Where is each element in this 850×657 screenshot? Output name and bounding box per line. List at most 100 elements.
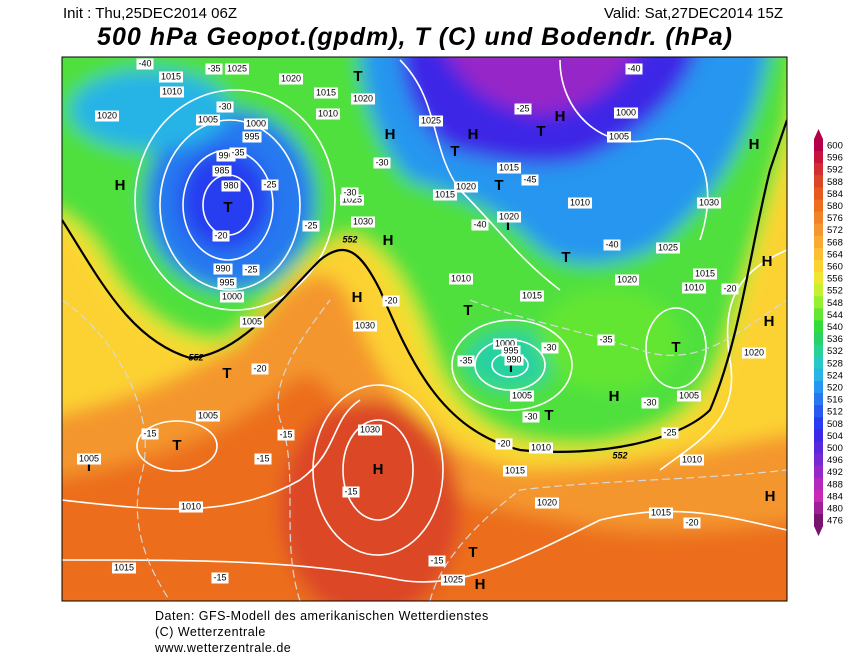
colorbar-swatch (814, 344, 823, 358)
isobar-label: 1020 (537, 497, 557, 507)
colorbar-tip-bottom (814, 526, 823, 537)
pressure-center: T (506, 359, 515, 376)
isobar-label-box (681, 282, 707, 294)
isobar-label: 990 (218, 150, 233, 160)
colorbar-swatch (814, 247, 823, 261)
isobar-label-box (655, 242, 681, 254)
temperature-label: -15 (256, 453, 269, 463)
colorbar-swatch (814, 151, 823, 164)
colorbar-swatch (814, 501, 823, 515)
isobar-label-box (350, 93, 376, 105)
isobar-label-box (239, 316, 265, 328)
temperature-label-box (521, 174, 539, 186)
isobar-label: 1020 (617, 274, 637, 284)
isobar-label: 1015 (651, 507, 671, 517)
isobar-label: 985 (214, 165, 229, 175)
isobar-label-box (212, 165, 232, 177)
colorbar-swatch (814, 429, 823, 442)
colorbar-swatch (814, 477, 823, 491)
isobar-label: 1030 (353, 216, 373, 226)
temperature-label-box (251, 363, 269, 375)
colorbar-swatch (814, 393, 823, 406)
temperature-label: -15 (279, 429, 292, 439)
isobar-label-box (243, 118, 269, 130)
temperature-label-box (229, 147, 247, 159)
map-title: 500 hPa Geopot.(gpdm), T (C) und Bodendr… (97, 23, 733, 51)
temperature-label-box (261, 179, 279, 191)
isobar-label: 1020 (353, 93, 373, 103)
isobar-label: 1010 (181, 501, 201, 511)
isobar-label: 1000 (495, 338, 515, 348)
temperature-label-box (302, 220, 320, 232)
isobar-label: 1005 (609, 131, 629, 141)
isobar-label: 1025 (342, 194, 362, 204)
isobar-label-box (528, 442, 554, 454)
colorbar-label: 536 (827, 334, 843, 345)
isobar-label: 1020 (744, 347, 764, 357)
isobar-label-box (178, 501, 204, 513)
isobar-label-box (448, 273, 474, 285)
colorbar-swatch (814, 332, 823, 346)
isobar-label: 1010 (684, 282, 704, 292)
temperature-label-box (683, 517, 701, 529)
height-label: 552 (612, 450, 627, 460)
colorbar-swatch (814, 489, 823, 503)
pressure-center: H (115, 177, 126, 194)
isobar-label: 1010 (451, 273, 471, 283)
pressure-center: T (468, 544, 477, 561)
isobar-label-box (648, 507, 674, 519)
temperature-label-box (373, 157, 391, 169)
temperature-label-box (457, 355, 475, 367)
colorbar-swatch (814, 405, 823, 418)
temperature-label: -40 (627, 63, 640, 73)
colorbar-swatch (814, 138, 823, 152)
temperature-label: -25 (244, 264, 257, 274)
isobar-label-box (350, 216, 376, 228)
pressure-center: T (84, 458, 93, 475)
isobar-label-box (567, 197, 593, 209)
colorbar-label: 596 (827, 153, 843, 164)
isobar-label-box (213, 263, 233, 275)
pressure-center: H (468, 126, 479, 143)
pressure-center: H (764, 313, 775, 330)
colorbar-label: 496 (827, 455, 843, 466)
pressure-center: H (373, 461, 384, 478)
isobar-label-box (158, 71, 184, 83)
temperature-label: -30 (643, 397, 656, 407)
isobar-label: 1025 (443, 574, 463, 584)
temperature-label-box (522, 411, 540, 423)
pressure-center: T (223, 199, 232, 216)
pressure-center: T (353, 68, 362, 85)
isotherms (62, 299, 787, 601)
colorbar-label: 508 (827, 419, 843, 430)
isobar-label: 1005 (198, 410, 218, 420)
isobar-label-box (339, 194, 365, 206)
map-area (62, 57, 787, 601)
pressure-center: H (352, 289, 363, 306)
pressure-center: T (503, 217, 512, 234)
isobar-label: 1005 (512, 390, 532, 400)
temperature-label: -30 (375, 157, 388, 167)
pressure-center: H (383, 232, 394, 249)
pressure-center: T (450, 143, 459, 160)
colorbar-swatch (814, 380, 823, 394)
colorbar-swatch (814, 235, 823, 249)
temperature-label-box (216, 101, 234, 113)
colorbar-label: 520 (827, 383, 843, 394)
pressure-center: T (561, 249, 570, 266)
temperature-label-box (597, 334, 615, 346)
temperature-label-box (495, 438, 513, 450)
colorbar-swatch (814, 514, 823, 527)
height-label: 552 (188, 352, 203, 362)
temperature-label: -35 (459, 355, 472, 365)
colorbar-label: 552 (827, 286, 843, 297)
isobar-label-box (418, 115, 444, 127)
colorbar-swatch (814, 320, 823, 334)
isobar-label: 990 (215, 263, 230, 273)
pressure-center: H (762, 253, 773, 270)
isobar-label: 1015 (161, 71, 181, 81)
pressure-center: T (544, 407, 553, 424)
isobar-label: 1030 (360, 424, 380, 434)
